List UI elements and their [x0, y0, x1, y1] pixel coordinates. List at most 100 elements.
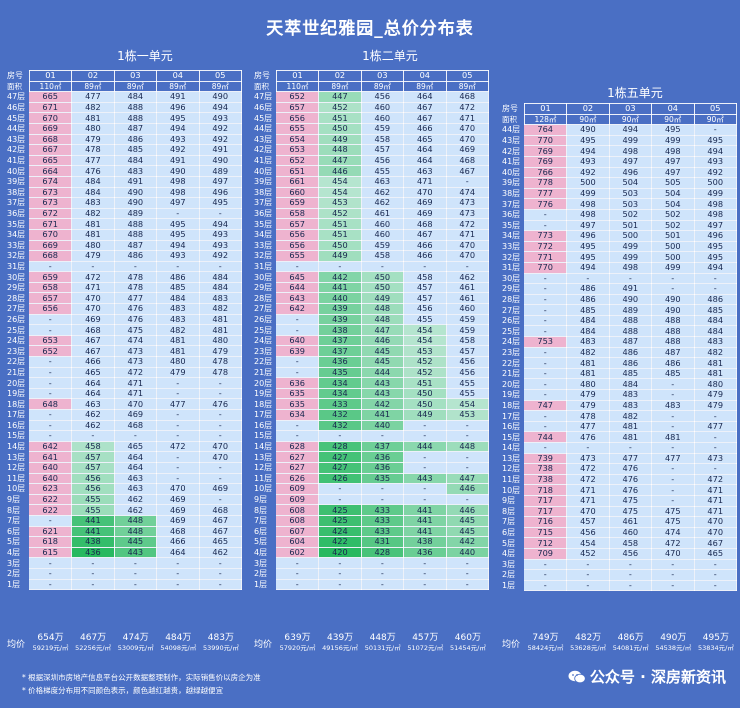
price-cell: 451 [318, 229, 362, 241]
floor-row: 8层 608 425 433 441 446 [252, 504, 489, 516]
floor-row: 28层 643 440 449 457 461 [252, 292, 489, 305]
floor-row: 47层 652 447 456 464 468 [252, 91, 489, 103]
floor-row: 12层 738 472 476- - [500, 463, 737, 475]
floor-label: 18层 [5, 398, 30, 410]
price-cell: 492 [199, 123, 242, 135]
floor-label: 14层 [252, 441, 277, 452]
price-cell: 500 [566, 177, 610, 189]
price-cell: 463 [71, 398, 115, 410]
price-cell: - [651, 474, 695, 486]
price-cell: 427 [318, 451, 362, 463]
floor-label: 23层 [252, 345, 277, 357]
price-cell: 664 [29, 165, 73, 177]
price-cell: 608 [276, 515, 320, 527]
average-unit-price: 58424元/㎡ [527, 644, 564, 652]
price-cell: - [446, 451, 489, 463]
floor-label: 37层 [500, 198, 525, 210]
price-cell: 485 [651, 368, 695, 380]
floor-label: 26层 [5, 314, 30, 325]
price-cell: 452 [566, 548, 610, 560]
price-cell: 445 [114, 536, 158, 548]
price-cell: 479 [566, 400, 610, 412]
price-cell: 480 [566, 378, 610, 391]
price-cell: 744 [524, 431, 568, 443]
floor-label: 8层 [5, 504, 30, 516]
price-cell: 488 [651, 336, 695, 348]
price-cell: 470 [114, 398, 158, 410]
average-price-cell: 484万 54098元/㎡ [157, 633, 200, 653]
price-cell: 495 [566, 135, 610, 147]
price-cell: 502 [651, 220, 695, 232]
price-cell: 447 [318, 155, 362, 167]
floor-row: 15层 - - - - - [5, 430, 242, 442]
price-cell: - [446, 494, 489, 506]
floor-row: 13层 739 473 477 477 473 [500, 453, 737, 465]
floor-row: 9层 717 471 475-471 [500, 495, 737, 507]
price-cell: - [694, 569, 737, 581]
price-cell: 668 [29, 134, 73, 146]
price-cell: 451 [318, 112, 362, 124]
price-cell: 766 [524, 167, 568, 179]
price-cell: 446 [446, 483, 489, 495]
price-cell: 639 [276, 345, 320, 358]
price-cell: 482 [199, 303, 242, 315]
price-cell: 422 [318, 536, 362, 548]
price-cell: 469 [403, 208, 447, 220]
floor-row: 13层 627 427 436- - [252, 451, 489, 463]
price-cell: 470 [199, 441, 242, 453]
floor-row: 16层 -462 468- - [5, 420, 242, 432]
price-cell: 718 [524, 484, 568, 496]
room-number: 01 [275, 70, 320, 82]
price-cell: 464 [71, 388, 115, 400]
floor-label: 28层 [500, 294, 525, 305]
price-cell: 653 [29, 335, 73, 347]
price-cell: - [524, 347, 568, 359]
price-cell: 463 [114, 473, 158, 485]
unit-area: 89㎡ [113, 80, 158, 93]
floor-label: 2层 [5, 568, 30, 579]
average-total: 467万 [80, 633, 107, 643]
price-cell: 469 [114, 409, 158, 421]
average-unit-price: 59219元/㎡ [32, 644, 69, 652]
price-cell: 490 [609, 294, 653, 306]
floor-row: 31层 770 494 498 499 494 [500, 262, 737, 274]
floor-row: 7层 -441 448 469 467 [5, 515, 242, 527]
price-cell: - [361, 494, 405, 506]
floor-row: 39层 778 500 504 505 500 [500, 177, 737, 189]
price-cell: 493 [199, 240, 242, 252]
price-cell: - [156, 473, 200, 485]
price-cell: 770 [524, 135, 568, 147]
price-cell: 457 [446, 345, 489, 358]
price-cell: 457 [566, 516, 610, 528]
price-cell: 466 [71, 356, 115, 368]
price-cell: - [199, 568, 242, 580]
floor-label: 42层 [252, 144, 277, 156]
price-cell: 484 [566, 325, 610, 338]
floor-label: 18层 [252, 398, 277, 410]
price-cell: - [524, 220, 568, 232]
price-cell: 488 [114, 229, 158, 241]
price-cell: 478 [114, 271, 158, 283]
floor-label: 29层 [252, 282, 277, 293]
floor-label: 39层 [252, 176, 277, 188]
price-cell: - [156, 409, 200, 421]
floor-label: 38层 [252, 187, 277, 198]
floor-row: 34层 670 481 488 495 493 [5, 229, 242, 241]
price-cell: 469 [403, 197, 447, 209]
price-cell: 499 [609, 241, 653, 253]
floor-row: 25层 -438 447 454 459 [252, 324, 489, 336]
price-cell: 432 [318, 420, 362, 432]
price-cell: 485 [694, 304, 737, 316]
price-cell: 494 [566, 262, 610, 274]
price-cell: 738 [524, 474, 568, 486]
floor-row: 4层 615 436 443 464 462 [5, 547, 242, 559]
floor-label: 8层 [500, 506, 525, 517]
price-cell: - [524, 273, 568, 285]
price-cell: 465 [403, 134, 447, 146]
price-cell: - [29, 388, 73, 400]
floor-label: 9层 [252, 494, 277, 505]
price-cell: 495 [156, 229, 200, 241]
price-cell: - [156, 462, 200, 474]
unit-area: 89㎡ [360, 80, 405, 93]
floor-label: 7层 [5, 515, 30, 527]
